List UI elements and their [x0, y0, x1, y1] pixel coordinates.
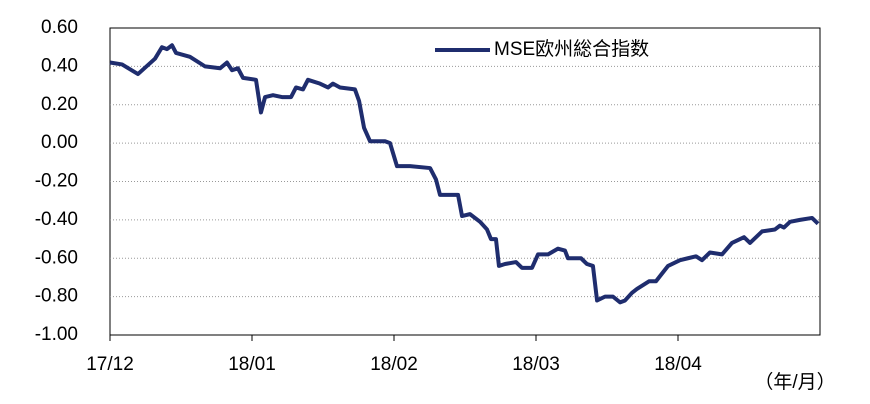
y-tick-label: 0.40: [41, 55, 78, 76]
y-tick-label: -0.40: [35, 209, 78, 230]
x-tick-label: 17/12: [86, 354, 134, 375]
y-tick-label: 0.60: [41, 17, 78, 38]
legend-label: MSE欧州総合指数: [494, 38, 649, 60]
x-tick-label: 18/04: [654, 354, 702, 375]
y-tick-label: -0.20: [35, 171, 78, 192]
y-tick-label: -0.80: [35, 286, 78, 307]
y-tick-label: -0.60: [35, 247, 78, 268]
y-tick-label: 0.20: [41, 94, 78, 115]
x-tick-label: 18/03: [512, 354, 560, 375]
y-tick-label: -1.00: [35, 324, 78, 345]
series-line: [109, 43, 820, 305]
y-tick-label: 0.00: [41, 132, 78, 153]
x-tick-label: 18/01: [228, 354, 276, 375]
x-axis-label: （年/月）: [754, 371, 835, 393]
x-tick-label: 18/02: [370, 354, 418, 375]
